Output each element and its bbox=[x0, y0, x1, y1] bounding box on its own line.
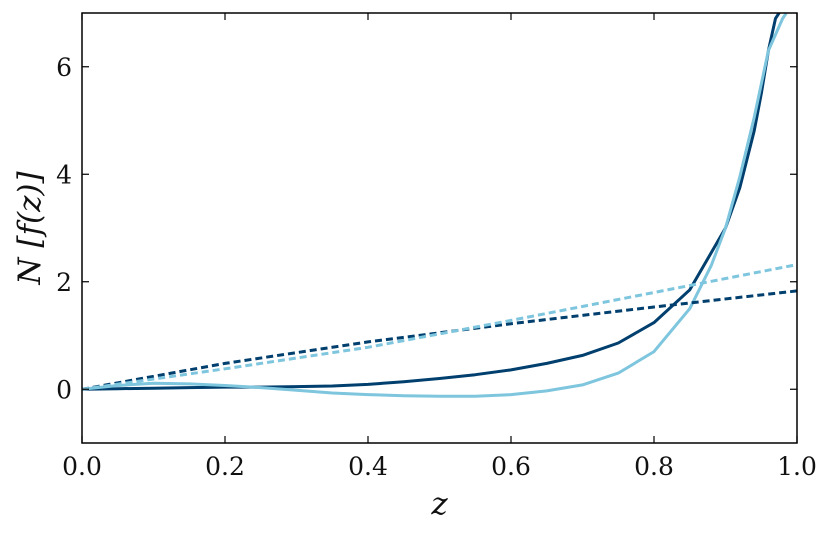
x-tick-label: 0.0 bbox=[62, 452, 102, 481]
x-tick-label: 1.0 bbox=[777, 452, 817, 481]
x-tick-label: 0.4 bbox=[348, 452, 388, 481]
series-line-2 bbox=[82, 13, 788, 398]
series-line-4 bbox=[82, 263, 797, 391]
y-tick-label: 4 bbox=[56, 160, 72, 189]
y-tick-label: 0 bbox=[56, 375, 72, 404]
x-tick-label: 0.6 bbox=[491, 452, 531, 481]
series-line-1 bbox=[82, 13, 781, 391]
series-line-3 bbox=[82, 289, 797, 391]
x-tick-label: 0.2 bbox=[205, 452, 245, 481]
series-layer bbox=[82, 13, 797, 398]
tick-layer: 0.0 0.2 0.4 0.6 0.8 1.0 0 2 4 6 bbox=[56, 13, 817, 481]
y-tick-label: 2 bbox=[56, 268, 72, 297]
x-axis-label: z bbox=[430, 486, 448, 522]
y-axis-label: N [f(z)] bbox=[12, 171, 48, 286]
x-tick-label: 0.8 bbox=[634, 452, 674, 481]
y-tick-label: 6 bbox=[56, 53, 72, 82]
plot-frame bbox=[81, 12, 798, 444]
